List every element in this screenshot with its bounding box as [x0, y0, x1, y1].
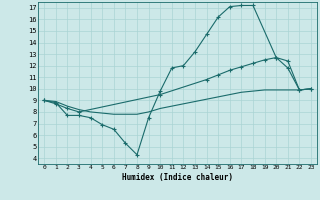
X-axis label: Humidex (Indice chaleur): Humidex (Indice chaleur)	[122, 173, 233, 182]
